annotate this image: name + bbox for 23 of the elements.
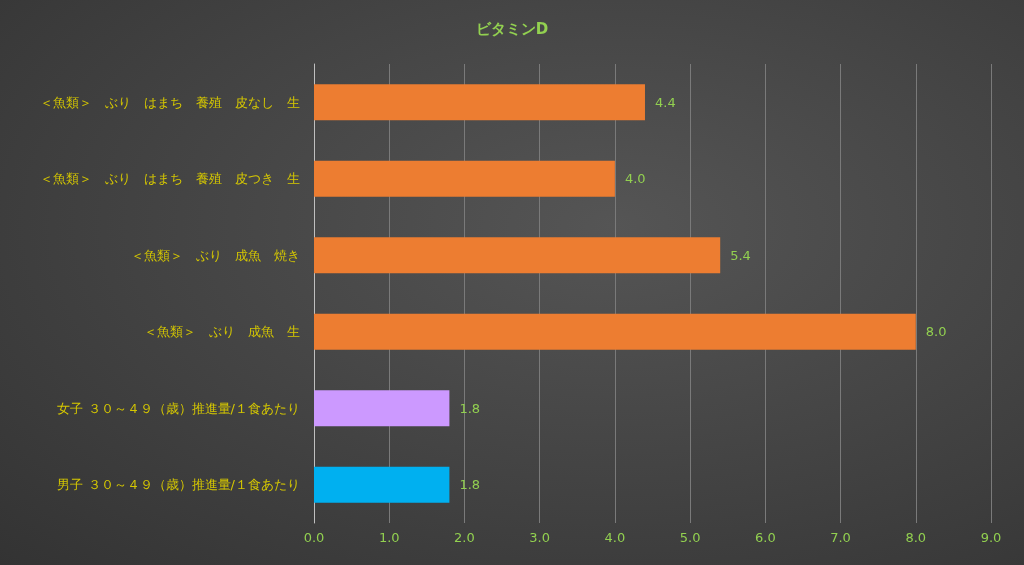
- y-tick-label: ＜魚類＞ ぶり はまち 養殖 皮つき 生: [40, 171, 300, 187]
- data-label: 1.8: [459, 477, 481, 493]
- x-tick-label: 7.0: [830, 530, 851, 545]
- chart-title: ビタミンD: [475, 19, 549, 38]
- data-label: 8.0: [925, 324, 947, 340]
- data-label: 1.8: [459, 400, 481, 416]
- x-tick-label: 1.0: [378, 530, 400, 545]
- y-tick-label: ＜魚類＞ ぶり 成魚 生: [144, 324, 300, 340]
- data-label: 5.4: [730, 247, 751, 263]
- y-tick-label: 男子 ３０～４９（歳）推進量/１食あたり: [57, 477, 300, 493]
- x-tick-label: 3.0: [529, 530, 551, 545]
- x-tick-label: 4.0: [604, 530, 626, 545]
- x-tick-label: 2.0: [454, 530, 475, 545]
- data-label: 4.4: [654, 94, 676, 110]
- x-tick-label: 0.0: [303, 530, 325, 545]
- y-tick-label: ＜魚類＞ ぶり 成魚 焼き: [131, 247, 300, 263]
- x-tick-label: 5.0: [679, 530, 701, 545]
- y-tick-label: ＜魚類＞ ぶり はまち 養殖 皮なし 生: [40, 94, 300, 110]
- x-tick-label: 6.0: [754, 530, 776, 545]
- x-tick-label: 9.0: [980, 530, 1002, 545]
- x-tick-label: 8.0: [905, 530, 927, 545]
- y-tick-label: 女子 ３０～４９（歳）推進量/１食あたり: [57, 400, 300, 416]
- data-label: 4.0: [624, 171, 646, 187]
